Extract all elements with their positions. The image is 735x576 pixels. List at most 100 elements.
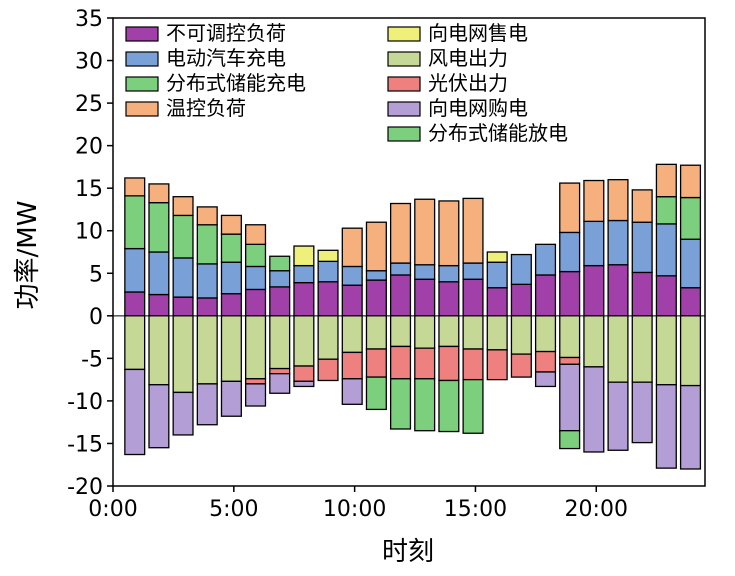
bar-buy	[172, 391, 194, 436]
y-axis-title: 功率/MW	[13, 201, 43, 310]
bar-wind	[389, 315, 412, 348]
bar-wind	[414, 315, 436, 349]
bar-ev	[583, 220, 605, 267]
bar-storage_charge	[269, 255, 291, 272]
bar-uncontrollable	[172, 296, 194, 317]
bar-wind	[631, 315, 653, 383]
bar-thermal	[124, 177, 146, 197]
bar-thermal	[414, 198, 436, 266]
legend-label-sell: 向电网售电	[428, 21, 528, 45]
bar-storage_charge	[124, 195, 146, 250]
bar-buy	[655, 384, 677, 469]
bar-wind	[269, 315, 291, 370]
bar-wind	[220, 315, 242, 382]
bar-buy	[559, 363, 581, 432]
bar-wind	[583, 315, 605, 368]
bar-storage_discharge	[559, 430, 581, 450]
bar-uncontrollable	[462, 278, 484, 317]
y-tick-label: 25	[75, 92, 103, 117]
legend-swatch-ev	[125, 51, 159, 67]
x-tick-label: 5:00	[209, 497, 258, 522]
legend-swatch-uncontrollable	[125, 26, 159, 42]
bar-buy	[293, 380, 315, 388]
bar-wind	[365, 315, 387, 350]
bar-ev	[414, 264, 436, 280]
bar-pv	[365, 348, 387, 378]
y-tick-label: 0	[89, 305, 103, 330]
x-axis-ticks: 0:00 5:00 10:00 15:00 20:00	[88, 486, 628, 522]
bar-thermal	[462, 197, 484, 264]
bar-pv	[389, 345, 412, 380]
bar-uncontrollable	[341, 284, 363, 317]
bar-thermal	[607, 179, 629, 222]
bar-storage_charge	[172, 214, 194, 259]
bar-sell	[317, 249, 339, 263]
bar-wind	[559, 315, 581, 359]
bar-ev	[317, 260, 339, 283]
bar-pv	[462, 348, 484, 381]
y-tick-label: -10	[67, 390, 103, 415]
y-tick-label: 10	[75, 220, 103, 245]
y-tick-label: -5	[81, 347, 103, 372]
bar-storage_charge	[679, 196, 702, 240]
bar-ev	[220, 261, 242, 295]
bar-buy	[245, 383, 267, 407]
bar-uncontrollable	[365, 279, 387, 317]
bar-thermal	[389, 202, 412, 264]
bar-wind	[172, 315, 194, 394]
bar-thermal	[438, 200, 460, 267]
bar-uncontrollable	[389, 274, 412, 317]
legend-swatch-thermal	[125, 101, 159, 117]
legend-swatch-storage_discharge	[387, 126, 421, 142]
y-tick-label: 20	[75, 135, 103, 160]
bar-buy	[583, 366, 605, 453]
bar-uncontrollable	[486, 287, 508, 317]
bar-wind	[245, 315, 267, 380]
bar-uncontrollable	[438, 281, 460, 317]
bar-wind	[655, 315, 677, 386]
bar-storage_discharge	[438, 379, 460, 433]
bar-pv	[486, 349, 508, 381]
bar-wind	[317, 315, 339, 360]
bar-wind	[607, 315, 629, 383]
bar-storage_discharge	[414, 378, 436, 432]
y-tick-label: -20	[67, 475, 103, 500]
bar-thermal	[341, 227, 363, 268]
legend-swatch-pv	[387, 76, 421, 92]
bar-buy	[220, 380, 242, 417]
bar-uncontrollable	[148, 293, 170, 317]
bar-ev	[172, 257, 194, 298]
legend-label-storage_charge: 分布式储能充电	[166, 71, 306, 95]
legend-swatch-sell	[387, 26, 421, 42]
legend-label-ev: 电动汽车充电	[166, 46, 286, 70]
bar-uncontrollable	[655, 275, 677, 317]
bar-storage_charge	[220, 233, 242, 263]
bar-pv	[293, 365, 315, 382]
y-tick-label: 35	[75, 7, 103, 32]
bar-ev	[631, 221, 653, 274]
bar-uncontrollable	[317, 281, 339, 317]
bar-ev	[486, 261, 508, 289]
bar-wind	[341, 315, 363, 354]
bar-ev	[341, 265, 363, 286]
bar-uncontrollable	[293, 281, 315, 317]
bar-thermal	[172, 196, 194, 217]
bar-buy	[124, 368, 146, 456]
x-tick-label: 15:00	[444, 497, 507, 522]
bar-thermal	[365, 221, 387, 272]
bar-wind	[679, 315, 702, 387]
bar-ev	[607, 219, 629, 266]
bar-uncontrollable	[269, 286, 291, 317]
bar-pv	[341, 351, 363, 380]
bar-thermal	[220, 214, 242, 235]
y-tick-label: 5	[89, 262, 103, 287]
plot-frame	[112, 17, 706, 487]
bar-ev	[148, 251, 170, 296]
bar-thermal	[583, 179, 605, 223]
bar-pv	[245, 378, 267, 385]
bar-buy	[269, 373, 291, 394]
bar-thermal	[196, 206, 218, 226]
bar-wind	[293, 315, 315, 367]
